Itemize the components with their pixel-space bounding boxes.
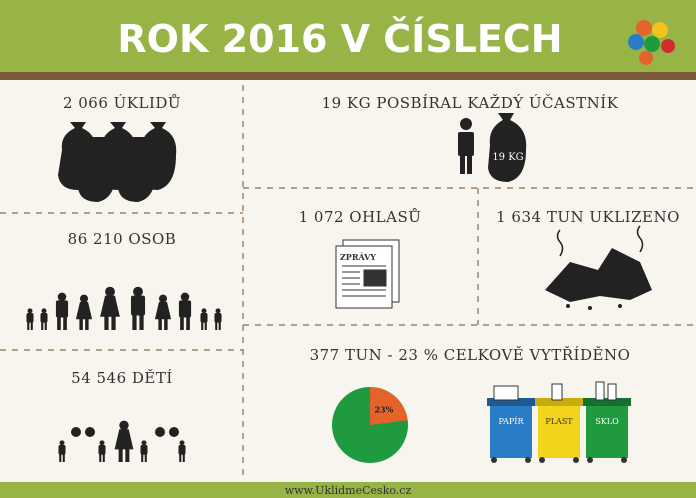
person bbox=[214, 308, 222, 330]
caption: 54 546 DĚTÍ bbox=[71, 369, 173, 387]
pie-label: 23% bbox=[374, 404, 393, 414]
person bbox=[100, 286, 120, 330]
caption: 2 066 ÚKLIDŮ bbox=[63, 94, 181, 112]
person bbox=[200, 308, 208, 330]
footer-band bbox=[0, 482, 696, 498]
balloon bbox=[85, 427, 95, 437]
person bbox=[178, 440, 186, 462]
caption: 1 072 OHLASŮ bbox=[299, 208, 422, 226]
person bbox=[178, 292, 192, 330]
person bbox=[154, 294, 172, 330]
person bbox=[130, 286, 146, 330]
bag-icon bbox=[488, 113, 527, 182]
caption: 19 KG POSBÍRAL KAŽDÝ ÚČASTNÍK bbox=[322, 94, 619, 112]
caption: 86 210 OSOB bbox=[68, 230, 177, 248]
person bbox=[58, 440, 66, 462]
header-strip bbox=[0, 72, 696, 80]
divider bbox=[0, 187, 696, 351]
person bbox=[114, 420, 134, 462]
bag-label: 19 KG bbox=[492, 152, 523, 163]
header-band bbox=[0, 0, 696, 72]
person bbox=[55, 292, 69, 330]
paper-label: ZPRÁVY bbox=[340, 252, 376, 262]
bins-icon bbox=[487, 381, 631, 463]
bin-label: SKLO bbox=[595, 417, 619, 426]
footer-text: www.UklidmeCesko.cz bbox=[285, 484, 412, 497]
newspaper-icon bbox=[335, 239, 400, 309]
logo bbox=[628, 20, 675, 67]
bin-label: PLAST bbox=[545, 417, 573, 426]
person bbox=[75, 294, 93, 330]
rubble-icon bbox=[545, 225, 652, 310]
person-icon bbox=[458, 118, 474, 174]
caption: 1 634 TUN UKLIZENO bbox=[496, 208, 680, 226]
person bbox=[40, 308, 48, 330]
caption: 377 TUN - 23 % CELKOVĚ VYTŘÍDĚNO bbox=[310, 346, 631, 364]
balloon bbox=[169, 427, 179, 437]
pie-slice bbox=[370, 387, 408, 425]
person bbox=[140, 440, 148, 462]
person bbox=[26, 308, 34, 330]
person bbox=[98, 440, 106, 462]
bin-label: PAPÍR bbox=[499, 417, 525, 426]
bags-icon bbox=[58, 122, 177, 202]
balloon bbox=[155, 427, 165, 437]
balloon bbox=[71, 427, 81, 437]
title: ROK 2016 V ČÍSLECH bbox=[117, 17, 562, 61]
